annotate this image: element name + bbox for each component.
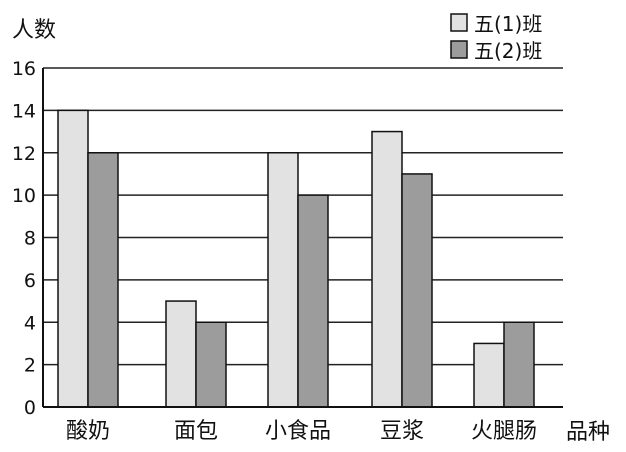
legend-swatch-series-2 (450, 40, 468, 59)
x-category-label: 豆浆 (380, 419, 424, 444)
axes (42, 68, 563, 408)
bar-2-5 (503, 321, 535, 408)
bar-1-5 (473, 342, 505, 408)
y-tick-label: 2 (24, 355, 36, 377)
x-category-label: 小食品 (265, 419, 331, 444)
bars (57, 109, 535, 408)
y-tick-label: 10 (12, 185, 36, 207)
y-tick-label: 0 (24, 397, 36, 419)
bar-1-4 (371, 130, 403, 408)
y-axis-title: 人数 (12, 18, 56, 43)
bar-2-2 (195, 321, 227, 408)
bar-2-1 (87, 152, 119, 408)
y-tick-label: 14 (12, 100, 36, 122)
legend-label-series-2: 五(2)班 (474, 39, 542, 63)
legend-label-series-1: 五(1)班 (474, 12, 542, 36)
y-tick-label: 12 (12, 143, 36, 165)
bar-1-2 (165, 300, 197, 408)
y-tick-label: 8 (24, 228, 36, 250)
bar-2-3 (297, 194, 329, 408)
bar-1-3 (267, 152, 299, 408)
y-tick-label: 16 (12, 58, 36, 80)
x-category-label: 面包 (174, 419, 218, 444)
bar-2-4 (401, 173, 433, 408)
x-category-label: 火腿肠 (471, 419, 537, 444)
x-category-labels: 酸奶 面包 小食品 豆浆 火腿肠 (66, 419, 537, 444)
legend-swatch-series-1 (450, 13, 468, 32)
legend: 五(1)班 五(2)班 (450, 12, 542, 63)
y-tick-labels: 0 2 4 6 8 10 12 14 16 (12, 58, 36, 419)
y-tick-label: 4 (24, 312, 36, 334)
x-category-label: 酸奶 (66, 419, 110, 444)
x-axis-title: 品种 (566, 420, 610, 445)
bar-1-1 (57, 109, 89, 408)
y-tick-label: 6 (24, 270, 36, 292)
